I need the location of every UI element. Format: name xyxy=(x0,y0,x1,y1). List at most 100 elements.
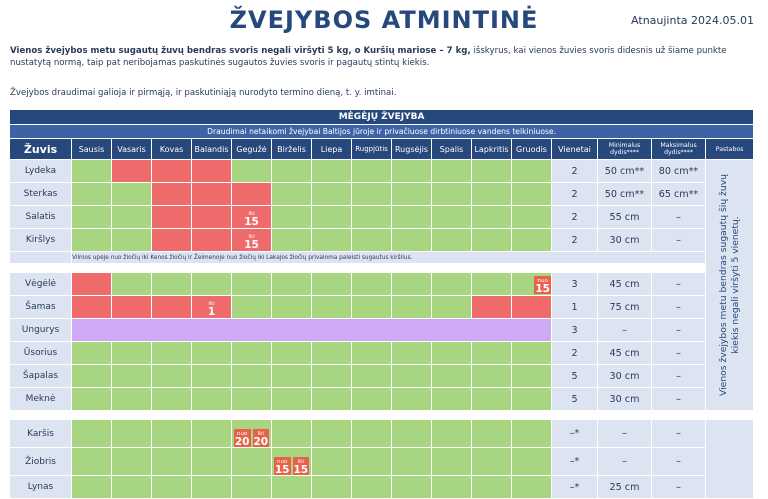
max-size-cell: – xyxy=(652,388,706,411)
month-cell-closed xyxy=(152,183,192,206)
month-cell-open xyxy=(472,365,512,388)
table-row: Vėgėlė nuo 15 3 45 cm – xyxy=(10,273,754,296)
date-tag: nuo 20 xyxy=(233,429,251,448)
month-cell-closed xyxy=(152,229,192,252)
fish-name: Ungurys xyxy=(10,319,72,342)
date-tag: iki 1 xyxy=(207,299,216,317)
month-cell-open xyxy=(392,160,432,183)
month-cell-open xyxy=(472,183,512,206)
month-cell-open xyxy=(232,296,272,319)
header-row: Žuvis Sausis Vasaris Kovas Balandis Gegu… xyxy=(10,139,755,160)
month-cell-open xyxy=(472,206,512,229)
month-cell-open xyxy=(272,342,312,365)
date-tag: iki 20 xyxy=(252,429,270,448)
month-cell-open xyxy=(352,273,392,296)
date-tag: iki 15 xyxy=(243,232,260,250)
tag-label: nuo xyxy=(537,277,548,284)
month-cell-open xyxy=(272,296,312,319)
month-cell-open xyxy=(472,448,512,476)
month-cell-open xyxy=(392,229,432,252)
month-cell-open xyxy=(272,160,312,183)
fish-name: Kiršlys xyxy=(10,229,72,252)
intro-bold: Vienos žvejybos metu sugautų žuvų bendra… xyxy=(10,46,471,56)
month-cell-open xyxy=(432,296,472,319)
tag-label: iki xyxy=(248,210,255,217)
min-size-cell: 50 cm** xyxy=(598,183,652,206)
month-cell-closed xyxy=(472,296,512,319)
month-cell-open xyxy=(432,206,472,229)
month-cell-open xyxy=(512,420,552,448)
tag-label: iki xyxy=(297,459,304,465)
month-cell-open xyxy=(432,273,472,296)
month-cell-open xyxy=(72,365,112,388)
month-cell-open xyxy=(112,273,152,296)
min-size-cell: – xyxy=(598,448,652,476)
month-cell-closed xyxy=(152,206,192,229)
tag-label: nuo xyxy=(276,459,288,465)
month-cell-open xyxy=(512,160,552,183)
header-max-size: Maksimalus dydis**** xyxy=(652,139,706,160)
month-cell-open xyxy=(472,229,512,252)
month-cell-open xyxy=(232,160,272,183)
header-month: Rugsėjis xyxy=(392,139,432,160)
max-size-cell: – xyxy=(652,273,706,296)
month-cell-open xyxy=(72,160,112,183)
tag-number: 15 xyxy=(293,464,309,476)
month-cell-open xyxy=(392,273,432,296)
month-cell-open xyxy=(512,206,552,229)
tag-number: 20 xyxy=(253,436,269,448)
fish-name: Karšis xyxy=(10,420,72,448)
count-cell: 5 xyxy=(552,388,598,411)
month-cell-open xyxy=(312,388,352,411)
month-cell-open xyxy=(152,365,192,388)
table-row: Žiobris nuo 15 iki 15 –* – – xyxy=(10,448,754,476)
date-tag-pair: nuo 15 iki 15 xyxy=(273,457,310,476)
month-cell-open xyxy=(112,388,152,411)
month-cell-open xyxy=(232,273,272,296)
month-cell-open xyxy=(312,365,352,388)
max-size-cell: – xyxy=(652,319,706,342)
month-cell-closed xyxy=(192,206,232,229)
header-notes: Pastabos xyxy=(706,139,755,160)
header-month: Lapkritis xyxy=(472,139,512,160)
fish-name: Ūsorius xyxy=(10,342,72,365)
month-cell-open xyxy=(312,273,352,296)
date-tag: iki 15 xyxy=(292,457,310,476)
min-size-cell: 55 cm xyxy=(598,206,652,229)
tag-number: 20 xyxy=(234,436,250,448)
month-cell-open xyxy=(112,342,152,365)
count-cell: –* xyxy=(552,448,598,476)
month-cell-open xyxy=(432,183,472,206)
month-cell-open xyxy=(432,476,472,499)
date-tag: nuo 15 xyxy=(273,457,291,475)
month-cell-open xyxy=(472,273,512,296)
side-note: Vienos žvejybos metu bendras sugautų šių… xyxy=(717,174,741,396)
month-cell-open xyxy=(112,206,152,229)
table-row: Šamas iki 1 1 75 cm – xyxy=(10,296,754,319)
month-cell-open xyxy=(512,229,552,252)
month-cell-closed xyxy=(112,296,152,319)
month-cell-open xyxy=(352,448,392,476)
month-cell-open xyxy=(432,388,472,411)
month-cell-closed xyxy=(152,160,192,183)
tag-number: 15 xyxy=(244,215,259,228)
max-size-cell: 65 cm** xyxy=(652,183,706,206)
header-month: Spalis xyxy=(432,139,472,160)
month-cell-open xyxy=(192,476,232,499)
fish-name: Žiobris xyxy=(10,448,72,476)
month-cell-open xyxy=(272,206,312,229)
month-cell-open xyxy=(112,365,152,388)
month-cell-open xyxy=(192,365,232,388)
month-cell-open xyxy=(272,229,312,252)
count-cell: 2 xyxy=(552,229,598,252)
header-month: Gegužė xyxy=(232,139,272,160)
month-cell-open xyxy=(312,229,352,252)
month-cell-open xyxy=(392,365,432,388)
min-size-cell: 25 cm xyxy=(598,476,652,499)
month-cell-open xyxy=(512,476,552,499)
month-cell-open xyxy=(392,206,432,229)
min-size-cell: 30 cm xyxy=(598,229,652,252)
month-cell-open xyxy=(152,342,192,365)
month-cell-open xyxy=(432,342,472,365)
month-cell-open xyxy=(232,342,272,365)
